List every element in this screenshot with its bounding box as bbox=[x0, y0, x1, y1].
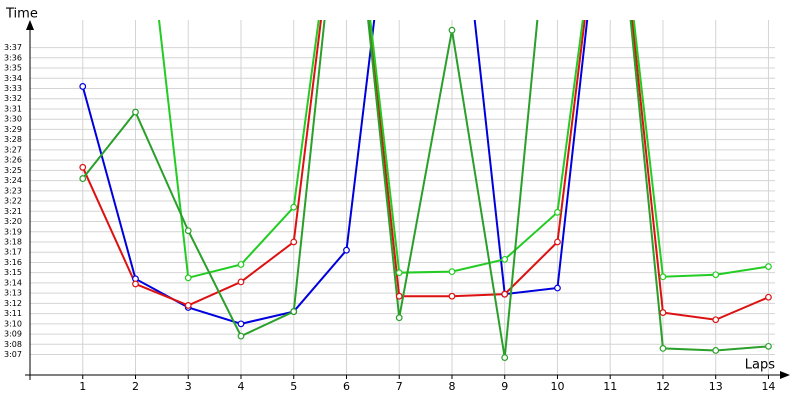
y-tick-label: 3:30 bbox=[4, 115, 22, 124]
point bbox=[448, 292, 456, 300]
y-tick-label: 3:31 bbox=[4, 104, 22, 113]
x-tick-label: 14 bbox=[761, 380, 775, 393]
y-tick-label: 3:37 bbox=[4, 43, 22, 52]
y-tick-label: 3:11 bbox=[4, 309, 22, 318]
plot-area bbox=[79, 20, 772, 362]
x-tick-label: 2 bbox=[132, 380, 139, 393]
point bbox=[237, 261, 245, 268]
y-tick-label: 3:13 bbox=[4, 289, 22, 298]
point bbox=[237, 278, 245, 286]
y-tick-label: 3:24 bbox=[4, 176, 22, 185]
point bbox=[343, 246, 350, 254]
grid bbox=[30, 20, 775, 375]
point bbox=[712, 316, 720, 324]
point bbox=[659, 344, 667, 352]
x-tick-label: 4 bbox=[237, 380, 244, 393]
y-tick-label: 3:29 bbox=[4, 125, 22, 134]
point bbox=[395, 269, 403, 277]
y-tick-label: 3:18 bbox=[4, 237, 22, 246]
point bbox=[501, 354, 509, 362]
y-tick-label: 3:28 bbox=[4, 135, 22, 144]
x-tick-label: 7 bbox=[396, 380, 403, 393]
point bbox=[79, 175, 87, 182]
point bbox=[290, 238, 298, 246]
point bbox=[132, 280, 139, 288]
point bbox=[554, 208, 561, 216]
point bbox=[765, 263, 772, 270]
point bbox=[184, 274, 192, 282]
y-tick-label: 3:15 bbox=[4, 268, 22, 277]
y-tick-label: 3:27 bbox=[4, 145, 22, 154]
x-tick-label: 10 bbox=[550, 380, 564, 393]
y-tick-label: 3:17 bbox=[4, 248, 22, 257]
point bbox=[395, 292, 403, 300]
x-tick-label: 5 bbox=[290, 380, 297, 393]
point bbox=[395, 314, 403, 322]
point bbox=[659, 273, 667, 281]
y-tick-label: 3:36 bbox=[4, 53, 22, 62]
x-tick-label: 11 bbox=[603, 380, 617, 393]
series-line bbox=[158, 20, 769, 280]
y-tick-label: 3:10 bbox=[4, 319, 22, 328]
y-tick-label: 3:23 bbox=[4, 186, 22, 195]
point bbox=[290, 203, 298, 211]
y-tick-label: 3:20 bbox=[4, 217, 22, 226]
point bbox=[79, 163, 87, 171]
series-line bbox=[81, 20, 769, 321]
point bbox=[184, 227, 192, 235]
point bbox=[712, 271, 720, 279]
y-tick-label: 3:32 bbox=[4, 94, 22, 103]
point bbox=[501, 290, 509, 298]
point bbox=[659, 309, 667, 316]
y-tick-label: 3:35 bbox=[4, 64, 22, 73]
series-line bbox=[81, 20, 769, 358]
point bbox=[448, 268, 456, 276]
point bbox=[712, 347, 720, 354]
point bbox=[290, 308, 298, 315]
x-tick-label: 6 bbox=[343, 380, 350, 393]
point bbox=[554, 238, 561, 246]
y-tick-label: 3:08 bbox=[4, 340, 22, 349]
y-tick-label: 3:12 bbox=[4, 299, 22, 308]
y-tick-label: 3:22 bbox=[4, 197, 22, 206]
y-axis-arrow bbox=[26, 20, 34, 30]
x-axis-arrow bbox=[780, 371, 790, 379]
point bbox=[448, 26, 456, 34]
point bbox=[237, 332, 245, 340]
point bbox=[132, 108, 139, 116]
x-tick-label: 13 bbox=[709, 380, 723, 393]
x-tick-label: 3 bbox=[185, 380, 192, 393]
y-tick-label: 3:34 bbox=[4, 74, 22, 83]
x-tick-label: 9 bbox=[501, 380, 508, 393]
point bbox=[79, 83, 87, 90]
y-tick-label: 3:25 bbox=[4, 166, 22, 175]
y-tick-label: 3:26 bbox=[4, 156, 22, 165]
x-tick-label: 12 bbox=[656, 380, 670, 393]
y-axis-label: Time bbox=[5, 7, 38, 22]
x-tick-label: 1 bbox=[79, 380, 86, 393]
point bbox=[237, 320, 245, 328]
y-tick-label: 3:21 bbox=[4, 207, 22, 216]
y-tick-label: 3:09 bbox=[4, 330, 22, 339]
x-tick-label: 8 bbox=[448, 380, 455, 393]
point bbox=[184, 302, 192, 309]
point bbox=[765, 293, 772, 301]
y-tick-label: 3:07 bbox=[4, 350, 22, 359]
y-tick-label: 3:14 bbox=[4, 278, 22, 287]
point bbox=[554, 284, 561, 292]
y-tick-label: 3:19 bbox=[4, 227, 22, 236]
y-tick-label: 3:16 bbox=[4, 258, 22, 267]
x-axis-label: Laps bbox=[745, 358, 775, 373]
point bbox=[765, 342, 772, 350]
point bbox=[501, 255, 509, 263]
y-tick-label: 3:33 bbox=[4, 84, 22, 93]
